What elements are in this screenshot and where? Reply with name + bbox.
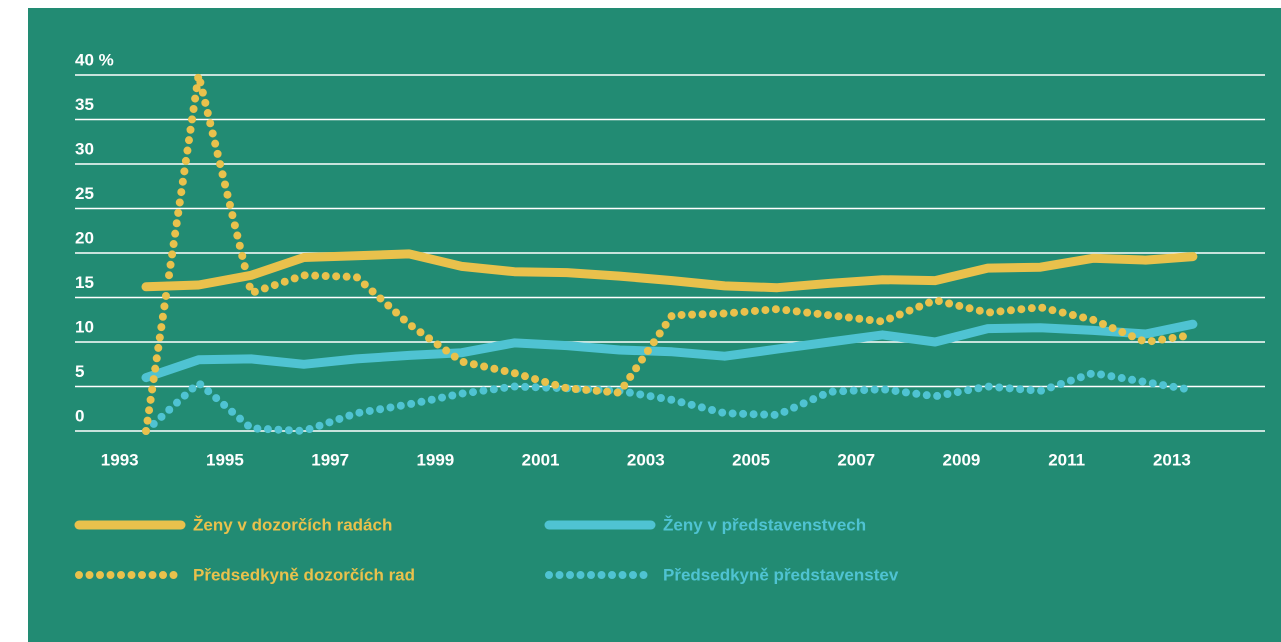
x-tick-label: 1995 — [206, 450, 244, 469]
x-tick-label: 2003 — [627, 450, 665, 469]
series-line — [142, 71, 1197, 435]
x-tick-label: 1999 — [416, 450, 454, 469]
y-tick-label: 35 — [75, 95, 94, 114]
series-line — [141, 319, 1198, 383]
y-tick-label: 0 — [75, 406, 84, 425]
x-tick-label: 2009 — [943, 450, 981, 469]
y-tick-label: 5 — [75, 362, 84, 381]
x-tick-label: 2001 — [522, 450, 560, 469]
series-line — [142, 369, 1197, 435]
legend-label: Předsedkyně dozorčích rad — [193, 565, 415, 584]
legend-label: Předsedkyně představenstev — [663, 565, 899, 584]
y-tick-label: 25 — [75, 184, 94, 203]
y-tick-label: 30 — [75, 139, 94, 158]
x-tick-label: 1993 — [101, 450, 139, 469]
y-tick-label: 20 — [75, 228, 94, 247]
y-tick-label: 40 % — [75, 50, 114, 69]
panel — [28, 8, 1281, 642]
x-tick-label: 1997 — [311, 450, 349, 469]
series-line — [141, 249, 1198, 293]
x-tick-label: 2013 — [1153, 450, 1191, 469]
legend-label: Ženy v dozorčích radách — [193, 515, 392, 534]
y-tick-label: 10 — [75, 317, 94, 336]
x-tick-label: 2007 — [837, 450, 875, 469]
x-tick-label: 2005 — [732, 450, 770, 469]
legend-label: Ženy v představenstvech — [663, 515, 866, 534]
x-tick-label: 2011 — [1048, 450, 1085, 469]
y-tick-label: 15 — [75, 273, 94, 292]
